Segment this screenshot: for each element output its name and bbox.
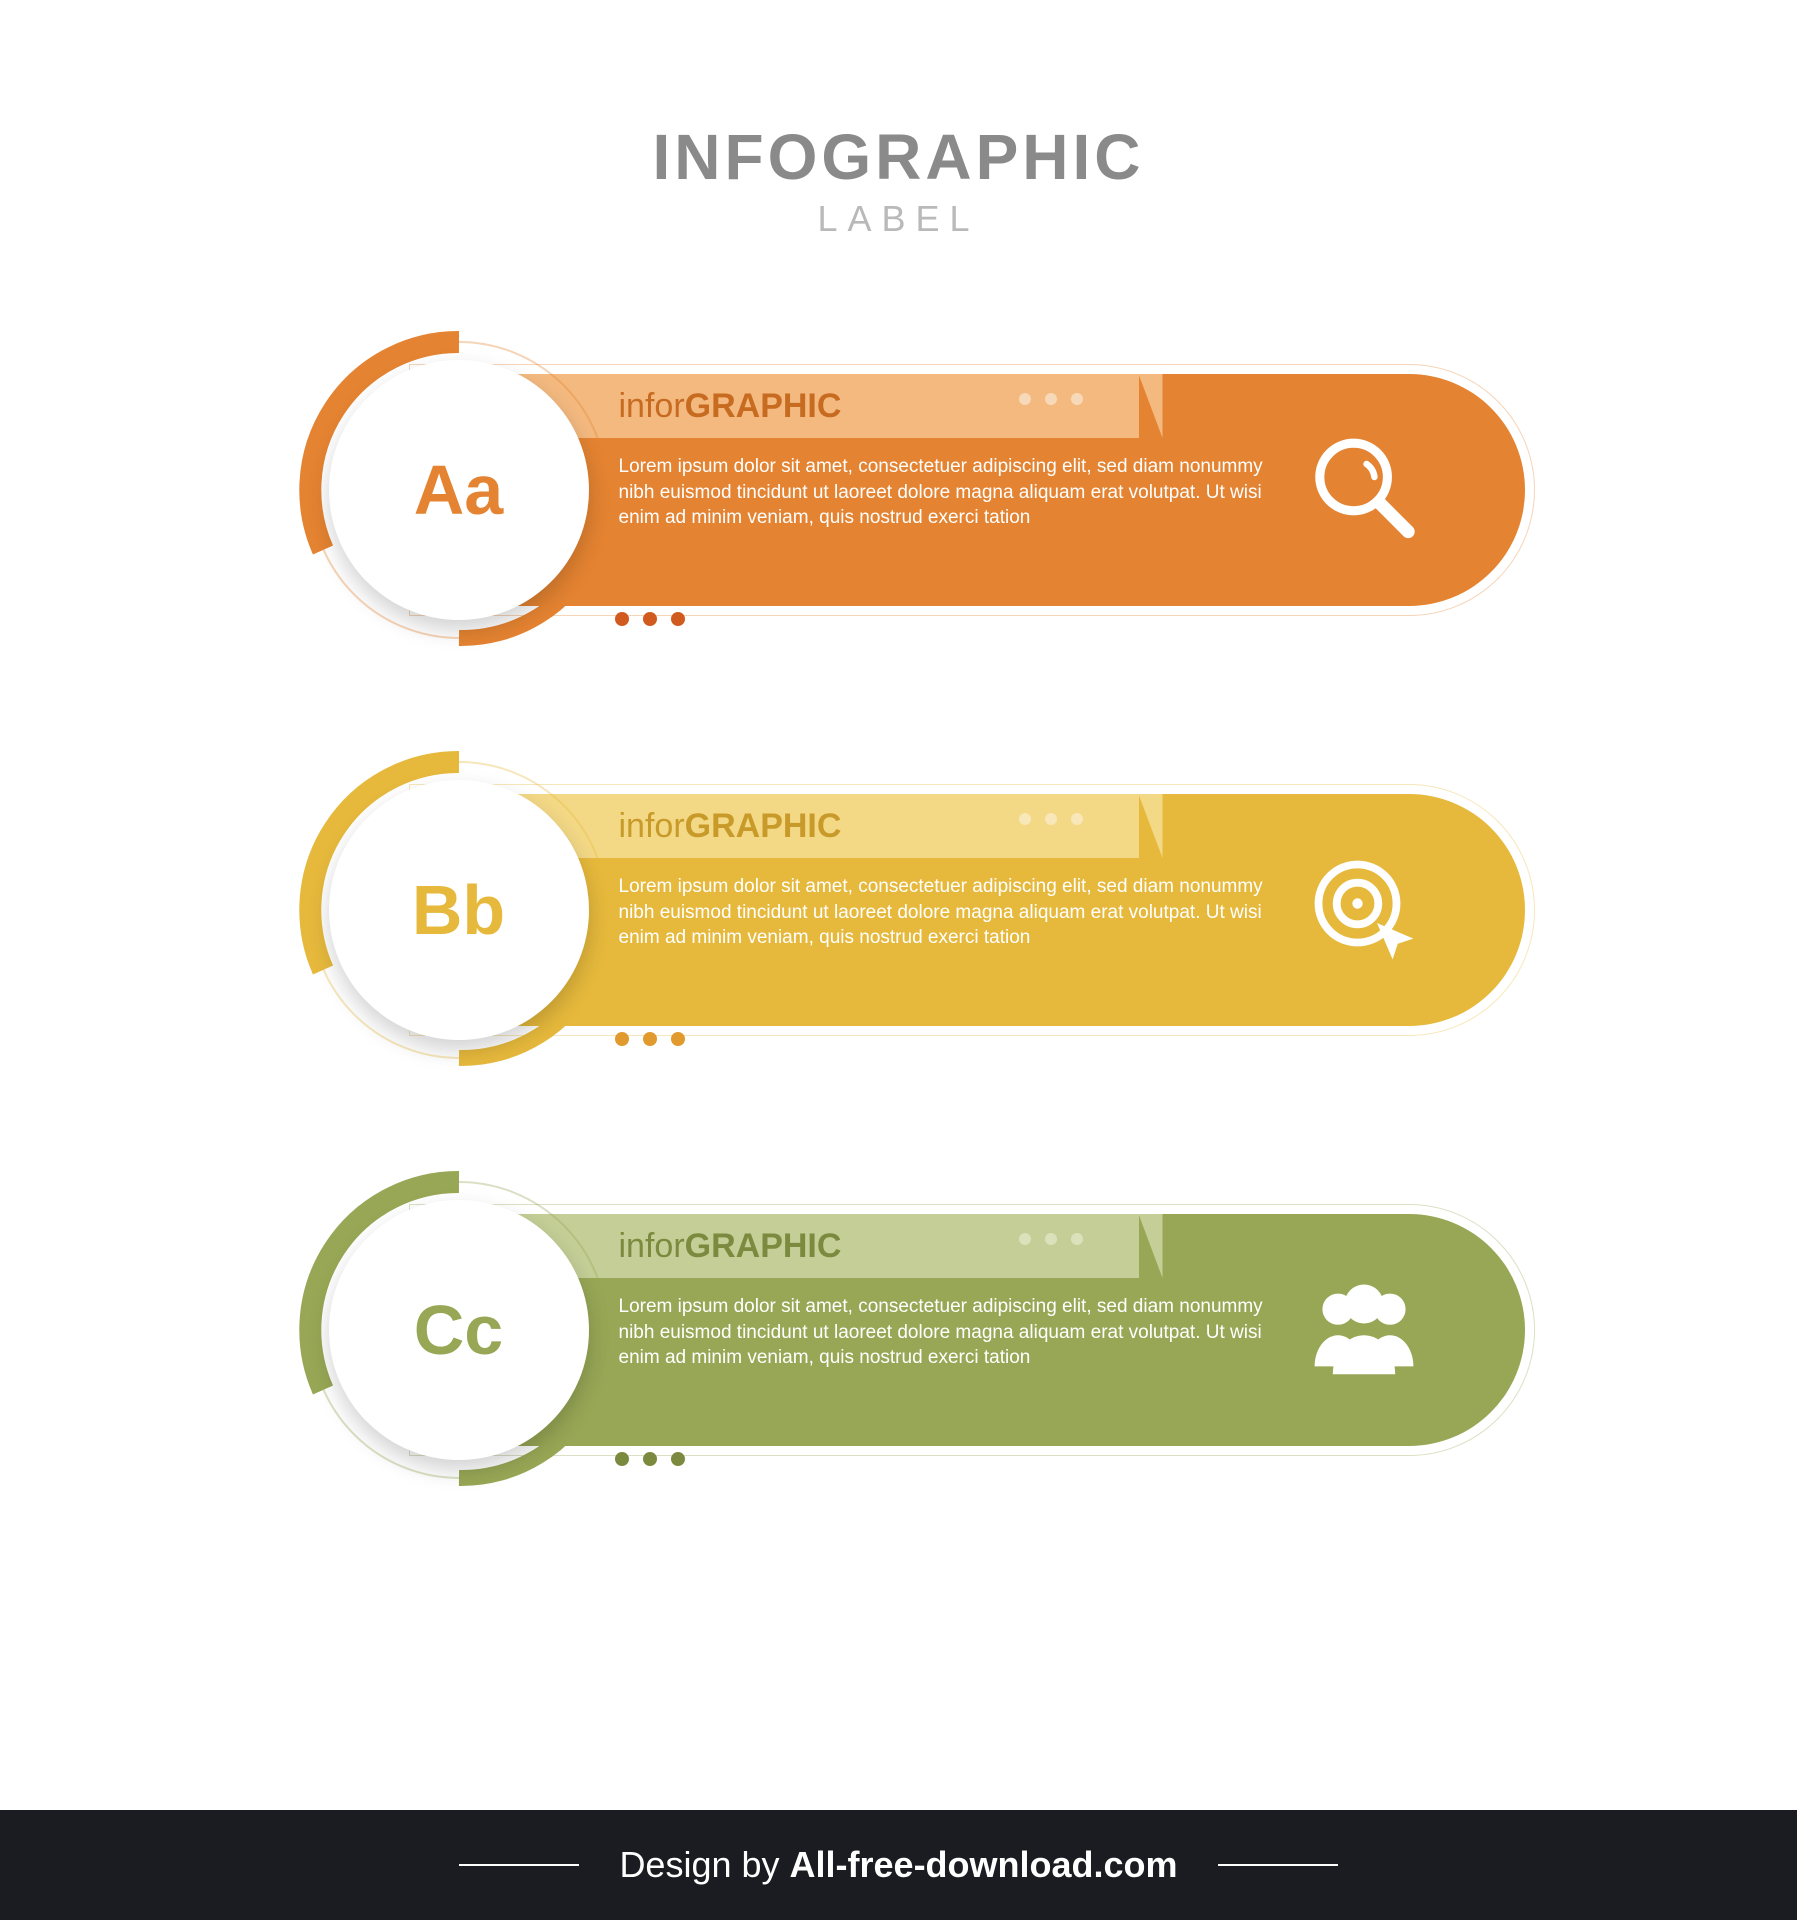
footer: Design by All-free-download.com	[0, 1810, 1797, 1920]
bar-body-text: Lorem ipsum dolor sit amet, consectetuer…	[619, 438, 1275, 531]
bar-label-bold: GRAPHIC	[685, 1227, 842, 1265]
infographic-row-b: inforGRAPHIC Lorem ipsum dolor sit amet,…	[259, 780, 1539, 1040]
decoration-dot	[1071, 1233, 1083, 1245]
bar-label: inforGRAPHIC	[619, 1227, 842, 1266]
decoration-dot	[1071, 393, 1083, 405]
decoration-dot	[1045, 393, 1057, 405]
infographic-row-a: inforGRAPHIC Lorem ipsum dolor sit amet,…	[259, 360, 1539, 620]
bar-body-text: Lorem ipsum dolor sit amet, consectetuer…	[619, 1278, 1275, 1371]
page: INFOGRAPHIC LABEL inforGRAPHIC Lorem ips…	[0, 0, 1797, 1920]
rows-container: inforGRAPHIC Lorem ipsum dolor sit amet,…	[0, 360, 1797, 1460]
badge-circle: Bb	[329, 780, 589, 1040]
page-subtitle: LABEL	[653, 198, 1145, 240]
decoration-dot	[1019, 813, 1031, 825]
page-title: INFOGRAPHIC	[653, 120, 1145, 194]
dots-top	[1019, 393, 1083, 405]
bar-label-bold: GRAPHIC	[685, 387, 842, 425]
dots-top	[1019, 1233, 1083, 1245]
decoration-dot	[671, 1452, 685, 1466]
bar-notch	[1139, 1214, 1163, 1278]
badge-letter: Aa	[414, 450, 503, 530]
badge-letter: Bb	[412, 870, 505, 950]
decoration-dot	[1045, 813, 1057, 825]
letter-badge: Cc	[299, 1170, 619, 1490]
letter-badge: Aa	[299, 330, 619, 650]
decoration-dot	[643, 1452, 657, 1466]
bar-label-prefix: infor	[619, 387, 685, 425]
bar-notch	[1139, 374, 1163, 438]
decoration-dot	[1045, 1233, 1057, 1245]
footer-rule-left	[459, 1864, 579, 1866]
dots-top	[1019, 813, 1083, 825]
dots-bottom	[615, 1452, 685, 1466]
footer-rule-right	[1218, 1864, 1338, 1866]
bar-label-prefix: infor	[619, 807, 685, 845]
decoration-dot	[671, 1032, 685, 1046]
header: INFOGRAPHIC LABEL	[653, 120, 1145, 240]
bar-label: inforGRAPHIC	[619, 807, 842, 846]
footer-brand: All-free-download.com	[790, 1844, 1178, 1886]
letter-badge: Bb	[299, 750, 619, 1070]
bar-label-bold: GRAPHIC	[685, 807, 842, 845]
dots-bottom	[615, 612, 685, 626]
magnifier-icon	[1299, 425, 1429, 555]
bar-notch	[1139, 794, 1163, 858]
target-cursor-icon	[1299, 845, 1429, 975]
badge-circle: Aa	[329, 360, 589, 620]
decoration-dot	[1019, 393, 1031, 405]
decoration-dot	[671, 612, 685, 626]
decoration-dot	[1019, 1233, 1031, 1245]
badge-letter: Cc	[414, 1290, 503, 1370]
footer-text: Design by All-free-download.com	[619, 1844, 1177, 1886]
bar-label: inforGRAPHIC	[619, 387, 842, 426]
badge-circle: Cc	[329, 1200, 589, 1460]
bar-body-text: Lorem ipsum dolor sit amet, consectetuer…	[619, 858, 1275, 951]
bar-label-prefix: infor	[619, 1227, 685, 1265]
dots-bottom	[615, 1032, 685, 1046]
people-icon	[1299, 1265, 1429, 1395]
footer-prefix: Design by	[619, 1844, 779, 1886]
infographic-row-c: inforGRAPHIC Lorem ipsum dolor sit amet,…	[259, 1200, 1539, 1460]
decoration-dot	[643, 612, 657, 626]
decoration-dot	[1071, 813, 1083, 825]
decoration-dot	[643, 1032, 657, 1046]
